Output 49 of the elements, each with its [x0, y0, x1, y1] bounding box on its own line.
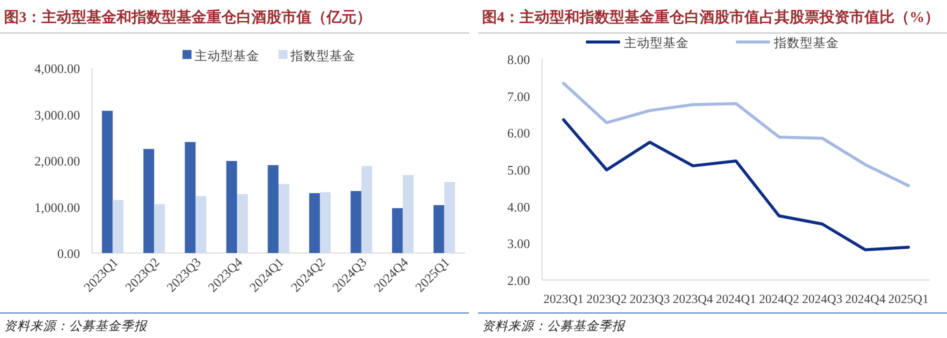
y-tick-label: 6.00 [507, 126, 530, 141]
bar [226, 160, 238, 253]
bar [392, 208, 403, 253]
legend-label: 指数型基金 [773, 36, 839, 50]
bar [268, 165, 278, 253]
bar [154, 204, 165, 253]
line-series [562, 118, 910, 252]
legend-label: 主动型基金 [624, 35, 689, 50]
x-tick-label: 2024Q2 [758, 292, 800, 306]
legend-label: 指数型基金 [290, 49, 356, 63]
x-tick-label: 2024Q3 [802, 292, 842, 306]
y-tick-label: 2,000.00 [34, 154, 80, 168]
y-tick-label: 8.00 [507, 52, 530, 67]
y-tick-label: 2.00 [507, 273, 530, 288]
x-tick-label: 2023Q4 [672, 292, 714, 306]
chart-title: 图3：主动型基金和指数型基金重仓白酒股市值（亿元） [4, 8, 372, 26]
y-tick-label: 4,000.00 [34, 61, 80, 76]
bar [278, 184, 290, 253]
bar [309, 193, 320, 253]
x-tick-label: 2023Q1 [543, 292, 584, 306]
bar [444, 182, 456, 253]
y-tick-label: 3,000.00 [34, 107, 80, 122]
y-tick-label: 5.00 [507, 162, 530, 178]
y-tick-label: 4.00 [507, 199, 530, 214]
text: 资料来源：公募基金季报 [482, 319, 626, 333]
bar [320, 192, 331, 253]
y-tick-label: 0.00 [57, 246, 80, 261]
bar [434, 205, 444, 253]
y-tick-label: 7.00 [507, 88, 530, 104]
bar [350, 191, 362, 253]
bar [361, 166, 372, 253]
bar [143, 148, 154, 253]
bar [112, 200, 124, 253]
x-tick-label: 2025Q1 [888, 292, 929, 306]
y-tick-label: 1,000.00 [34, 200, 80, 215]
x-tick-label: 2023Q2 [586, 292, 627, 306]
legend-label: 主动型基金 [194, 48, 260, 63]
bar [402, 175, 414, 253]
line-series [562, 82, 910, 188]
bar [102, 110, 113, 253]
bar [196, 196, 206, 253]
bar [237, 194, 248, 253]
x-tick-label: 2023Q3 [630, 292, 670, 306]
chart-title: 图4：主动型和指数型基金重仓白酒股市值占其股票投资市值比（%） [482, 8, 940, 26]
text: 资料来源：公募基金季报 [4, 319, 148, 333]
x-tick-label: 2024Q4 [845, 292, 886, 306]
bar [184, 142, 196, 253]
y-tick-label: 3.00 [507, 236, 530, 252]
x-tick-label: 2024Q1 [716, 292, 756, 306]
